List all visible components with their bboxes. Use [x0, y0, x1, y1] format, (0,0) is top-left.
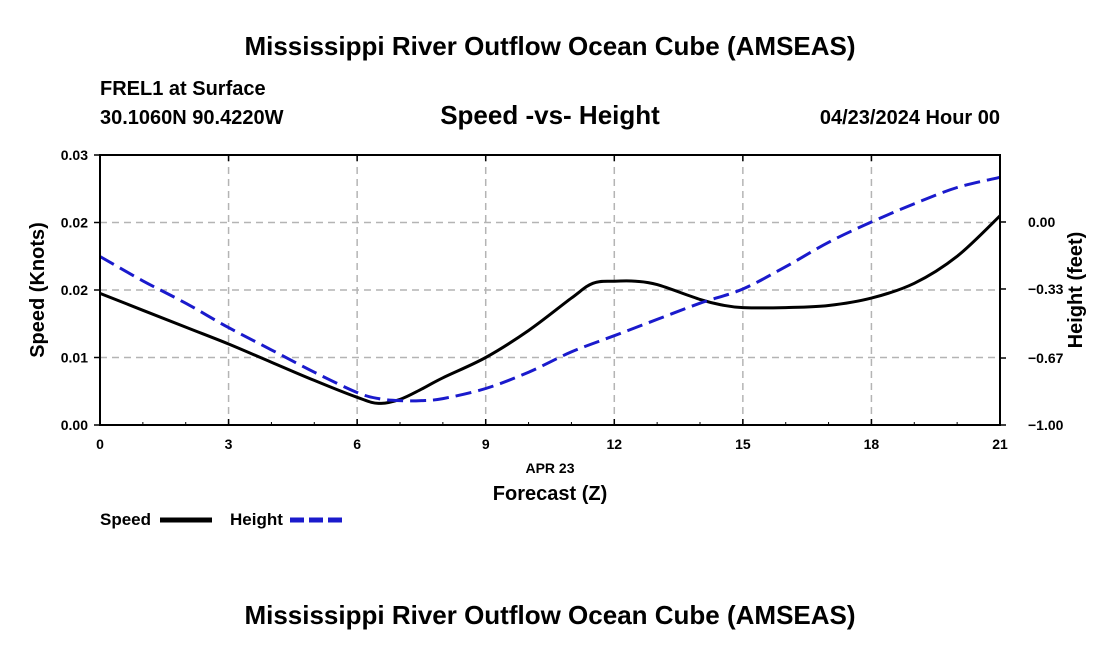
y-left-tick-label: 0.00 — [61, 417, 88, 433]
x-axis-label: Forecast (Z) — [493, 483, 607, 505]
y-axis-right-label: Height (feet) — [1065, 232, 1087, 349]
x-tick-label: 12 — [606, 436, 622, 452]
x-tick-label: 21 — [992, 436, 1008, 452]
station-label: FREL1 at Surface — [100, 78, 266, 100]
x-tick-label: 3 — [225, 436, 233, 452]
x-tick-label: 18 — [864, 436, 880, 452]
y-left-tick-label: 0.02 — [61, 215, 88, 231]
y-right-tick-label: 0.00 — [1028, 214, 1055, 230]
x-tick-label: 0 — [96, 436, 104, 452]
speed-series-line — [99, 214, 1002, 405]
station-coords: 30.1060N 90.4220W — [100, 107, 284, 129]
chart-main-title: Mississippi River Outflow Ocean Cube (AM… — [244, 31, 855, 61]
height-series-line — [99, 175, 1001, 403]
y-left-tick-label: 0.02 — [61, 282, 88, 298]
legend-speed-label: Speed — [100, 510, 151, 529]
x-date-label: APR 23 — [525, 460, 574, 476]
y-right-tick-label: −0.67 — [1028, 350, 1064, 366]
y-left-tick-label: 0.03 — [61, 147, 88, 163]
x-tick-label: 6 — [353, 436, 361, 452]
x-tick-label: 15 — [735, 436, 751, 452]
y-axis-left-label: Speed (Knots) — [27, 222, 49, 358]
series-layer — [99, 175, 1002, 405]
chart-subtitle: Speed -vs- Height — [440, 100, 660, 130]
footer-title: Mississippi River Outflow Ocean Cube (AM… — [244, 600, 855, 630]
tick-layer: 0 3 6 9 12 15 18 21 0.00 0.01 0.02 0.02 0.03 −1.00 −0.… — [61, 147, 1064, 452]
legend-height-label: Height — [230, 510, 283, 529]
y-right-tick-label: −1.00 — [1028, 417, 1064, 433]
y-left-tick-label: 0.01 — [61, 350, 88, 366]
x-tick-label: 9 — [482, 436, 490, 452]
forecast-datetime: 04/23/2024 Hour 00 — [820, 107, 1000, 129]
legend: Speed Height — [100, 510, 342, 529]
y-right-tick-label: −0.33 — [1028, 281, 1064, 297]
grid-layer — [100, 155, 1000, 425]
